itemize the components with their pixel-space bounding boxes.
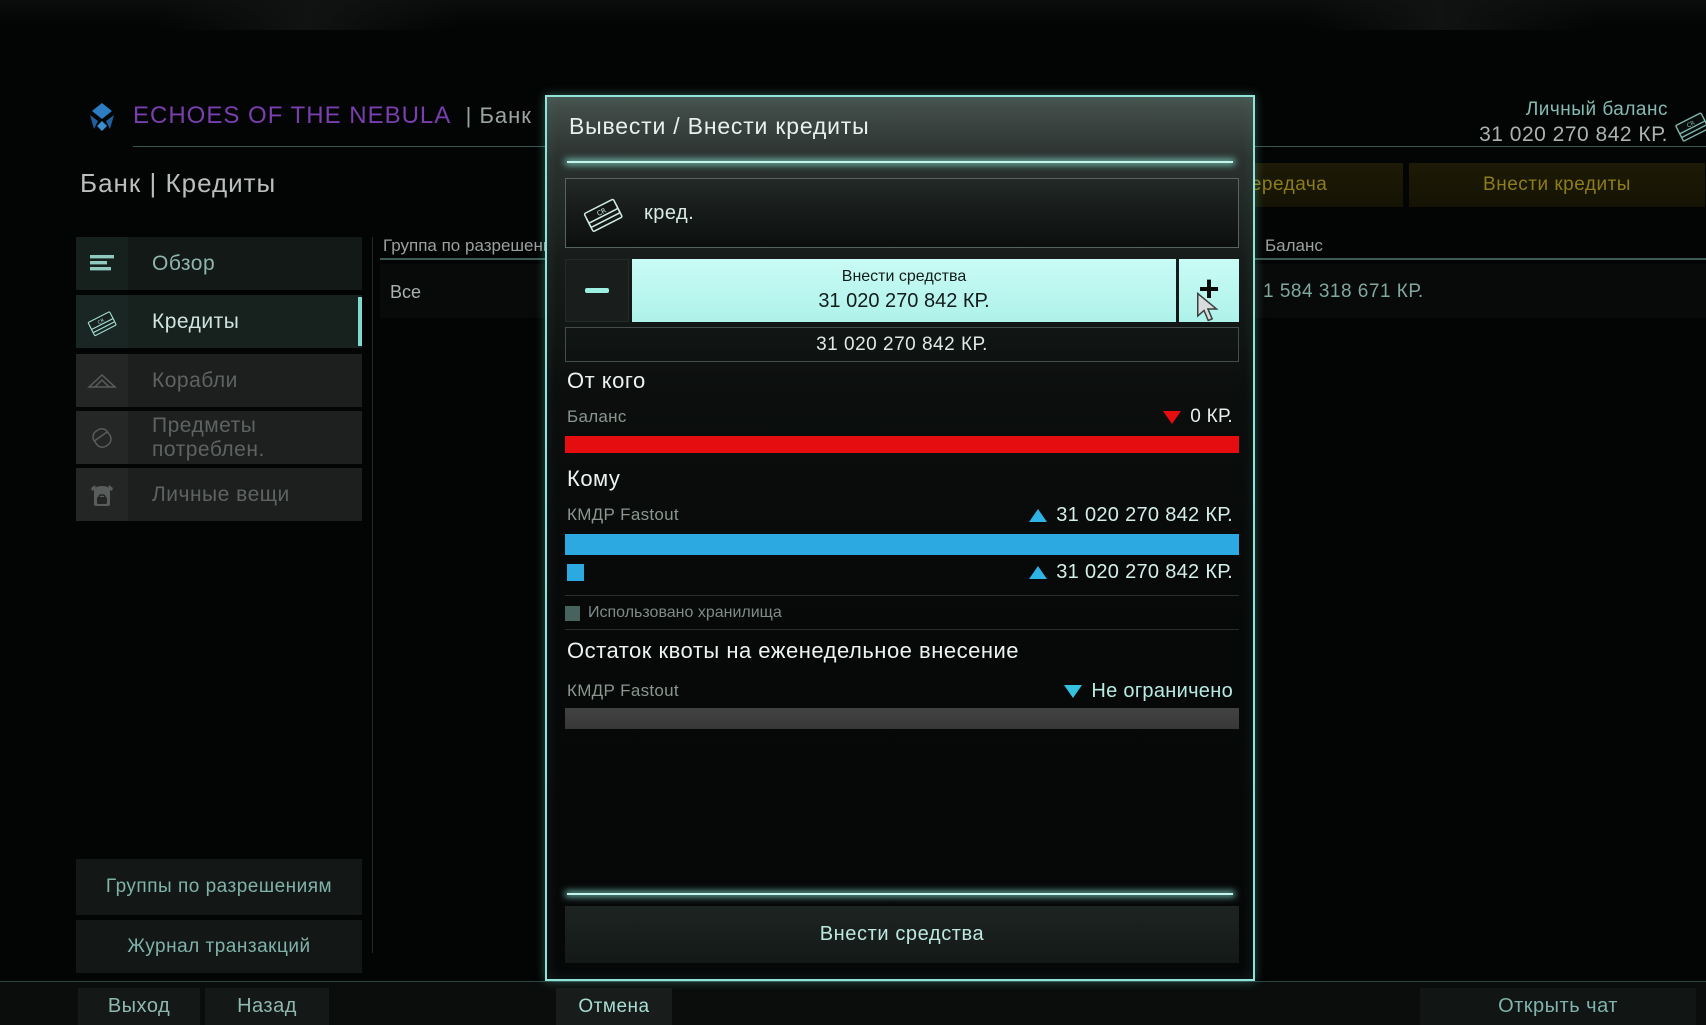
org-name[interactable]: ECHOES OF THE NEBULA [133, 102, 450, 129]
sidebar-item-overview[interactable]: Обзор [76, 237, 362, 290]
minus-icon [585, 288, 609, 293]
storage-swatch-icon [565, 605, 580, 621]
storage-legend-label: Использовано хранилища [588, 604, 782, 621]
credits-icon: CR [1675, 112, 1706, 142]
legend-value: 31 020 270 842 КР. [1056, 560, 1233, 583]
list-icon [76, 237, 128, 290]
from-value: 0 КР. [1190, 406, 1233, 427]
table-cell-group[interactable]: Все [390, 282, 422, 302]
deposit-amount-value: 31 020 270 842 КР. [818, 289, 990, 312]
backpack-icon [76, 468, 128, 521]
to-heading: Кому [567, 466, 621, 491]
top-decor-strip [0, 0, 1706, 30]
personal-balance-value: 31 020 270 842 КР. [1479, 122, 1668, 146]
sidebar-item-ships[interactable]: Корабли [76, 354, 362, 407]
deposit-amount-action: Внести средства [841, 268, 967, 286]
sidebar-item-label: Предметы потреблен. [152, 413, 265, 461]
blue-swatch-icon [567, 563, 584, 581]
withdraw-deposit-dialog: Вывести / Внести кредиты CR кред. Внести… [545, 95, 1255, 981]
to-balance-bar [565, 534, 1239, 555]
transaction-journal-button[interactable]: Журнал транзакций [76, 920, 362, 973]
sidebar-item-label: Корабли [152, 368, 238, 392]
personal-balance-label: Личный баланс [1525, 99, 1668, 120]
quota-row: КМДР Fastout Не ограничено [567, 680, 1233, 702]
decrease-button[interactable] [565, 259, 629, 322]
deposit-credits-button[interactable]: Внести кредиты [1409, 163, 1705, 207]
exit-button[interactable]: Выход [78, 988, 200, 1025]
sidebar-item-label: Обзор [152, 251, 216, 275]
divider [565, 629, 1239, 630]
quota-label: КМДР Fastout [567, 681, 679, 700]
divider [565, 595, 1239, 596]
sidebar-item-credits[interactable]: CR Кредиты [76, 295, 362, 348]
to-value: 31 020 270 842 КР. [1056, 503, 1233, 526]
deposit-amount-button[interactable]: Внести средства 31 020 270 842 КР. [632, 259, 1176, 322]
svg-text:CR: CR [596, 206, 608, 218]
sidebar-item-label: Личные вещи [152, 482, 290, 506]
column-header-balance: Баланс [1265, 236, 1323, 255]
from-balance-bar [565, 436, 1239, 453]
quota-heading: Остаток квоты на еженедельное внесение [567, 638, 1020, 663]
svg-text:CR: CR [97, 317, 106, 326]
content-divider [372, 237, 373, 953]
from-row: Баланс 0 КР. [567, 406, 1233, 428]
table-cell-balance: 1 584 318 671 КР. [1263, 281, 1424, 302]
amount-value-field[interactable]: 31 020 270 842 КР. [565, 327, 1239, 362]
to-row: КМДР Fastout 31 020 270 842 КР. [567, 504, 1233, 526]
breadcrumb[interactable]: ECHOES OF THE NEBULA | Банк [133, 102, 532, 130]
personal-balance: Личный баланс 31 020 270 842 КР. [1479, 98, 1668, 148]
sidebar-item-consumables[interactable]: Предметы потреблен. [76, 411, 362, 464]
dialog-divider [567, 893, 1233, 895]
corporation-logo-icon [90, 103, 114, 131]
dialog-title: Вывести / Внести кредиты [569, 113, 870, 139]
submit-deposit-button[interactable]: Внести средства [565, 906, 1239, 963]
credits-icon: CR [583, 198, 623, 232]
back-button[interactable]: Назад [205, 988, 329, 1025]
cancel-button[interactable]: Отмена [556, 988, 672, 1025]
column-header-group: Группа по разрешениям [383, 236, 574, 255]
canister-icon [76, 411, 128, 464]
amount-input[interactable]: CR кред. [565, 178, 1239, 248]
increase-arrow-icon [1029, 565, 1048, 579]
ship-icon [76, 354, 128, 407]
sidebar-item-personal[interactable]: Личные вещи [76, 468, 362, 521]
from-label: Баланс [567, 407, 627, 426]
page-title: Банк | Кредиты [80, 168, 277, 198]
quota-value: Не ограничено [1091, 679, 1233, 702]
decrease-arrow-icon [1163, 410, 1182, 424]
permission-groups-button[interactable]: Группы по разрешениям [76, 859, 362, 915]
credits-icon: CR [76, 295, 128, 348]
to-label: КМДР Fastout [567, 505, 679, 524]
currency-unit-label: кред. [644, 201, 695, 224]
sidebar-item-label: Кредиты [152, 309, 240, 333]
amount-stepper: Внести средства 31 020 270 842 КР. + [565, 259, 1239, 322]
open-chat-button[interactable]: Открыть чат [1420, 988, 1696, 1025]
legend-row: 31 020 270 842 КР. [567, 561, 1233, 583]
down-arrow-icon [1064, 684, 1083, 698]
from-heading: От кого [567, 368, 646, 393]
mouse-cursor [1197, 292, 1219, 322]
dialog-divider [567, 161, 1233, 163]
increase-arrow-icon [1029, 508, 1048, 522]
storage-legend: Использовано хранилища [565, 603, 1239, 623]
org-section: | Банк [465, 103, 532, 128]
svg-text:CR: CR [1686, 121, 1696, 130]
quota-bar [565, 708, 1239, 729]
